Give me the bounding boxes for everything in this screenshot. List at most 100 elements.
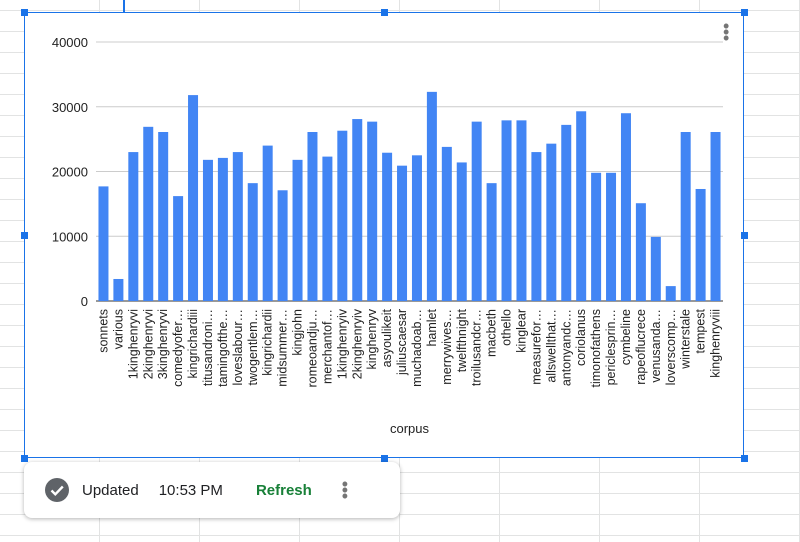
y-tick-label: 10000 [52,229,88,244]
bar [501,120,512,301]
bar [173,196,184,301]
x-tick-label: kinghenryv [365,308,379,369]
bar [98,186,109,301]
y-tick-label: 40000 [52,35,88,50]
x-tick-label: 2kinghenryvi [141,309,155,379]
x-tick-label: kingrichardiii [186,309,200,378]
x-tick-label: 1kinghenryvi [126,309,140,379]
bar [247,183,258,301]
x-tick-label: kinghenryviii [709,309,723,378]
x-tick-label: kingrichardii [261,309,275,376]
bar [531,152,542,301]
x-tick-label: antonyandc… [559,309,573,386]
x-tick-label: tempest [694,308,708,353]
resize-handle-t[interactable] [381,9,388,16]
x-tick-label: muchadoab… [410,309,424,387]
bar [292,159,303,301]
bar [635,203,646,301]
x-tick-label: 1kinghenryiv [335,308,349,379]
refresh-button[interactable]: Refresh [255,481,312,499]
bar [426,91,437,301]
bar [217,157,228,301]
x-tick-label: rapeoflucrece [634,309,648,385]
x-tick-label: periclesprin… [604,309,618,385]
bar [411,155,422,301]
x-tick-label: sonnets [96,309,110,353]
bar [710,132,721,301]
x-tick-label: coriolanus [574,309,588,366]
bar [680,132,691,301]
update-toast: Updated 10:53 PM Refresh • • • [24,462,400,518]
chart-container[interactable]: 0 10000 20000 30000 40000 sonnets various 1king… [24,12,744,458]
x-tick-label: asyoulikeit [380,308,394,367]
bar [606,172,617,301]
bar [277,190,288,301]
bar [307,132,318,301]
y-tick-label: 20000 [52,165,88,180]
x-tick-label: winterstale [679,309,693,370]
cell-selection [123,0,125,12]
x-tick-label: venusanda… [649,309,663,383]
bar [113,278,124,301]
bar [128,152,139,301]
bar [337,130,348,301]
x-tick-label: allswellthat… [544,309,558,383]
x-axis-label: corpus [390,421,430,436]
chart-menu-icon[interactable]: • • • [723,16,730,48]
x-tick-label: kingjohn [291,309,305,356]
x-tick-label: troilusandcr… [470,309,484,386]
resize-handle-tl[interactable] [21,9,28,16]
bar [486,183,497,301]
x-tick-label: cymbeline [619,309,633,365]
x-tick-label: 3kinghenryvi [156,309,170,379]
x-tick-label: tamingofthe… [216,309,230,387]
x-tick-label: measurefor… [529,309,543,385]
bar [202,159,213,301]
bar [397,165,408,301]
x-tick-label: merrywives… [440,309,454,385]
bar [262,145,273,301]
toast-menu-icon[interactable]: • • • [341,474,349,506]
x-tick-label: various [111,309,125,349]
bar [650,236,661,301]
resize-handle-b[interactable] [381,455,388,462]
bar [695,188,706,301]
x-tick-label: twogentlem… [246,309,260,385]
resize-handle-l[interactable] [21,232,28,239]
x-tick-label: macbeth [485,309,499,357]
bar [620,113,631,301]
bar [158,132,169,301]
bar [188,95,199,301]
bar [322,156,333,301]
bar [471,121,482,301]
resize-handle-r[interactable] [741,232,748,239]
bar [382,152,393,301]
bar [561,124,572,301]
bar [576,111,587,301]
bar [143,126,154,301]
status-text: Updated [82,481,139,499]
resize-handle-tr[interactable] [741,9,748,16]
updated-time: 10:53 PM [158,481,223,499]
x-tick-label: juliuscaesar [395,309,409,376]
bar [441,146,452,301]
x-tick-label: 2kinghenryiv [350,308,364,379]
y-tick-label: 30000 [52,100,88,115]
resize-handle-bl[interactable] [21,455,28,462]
x-tick-label: romeoandju… [305,309,319,388]
x-tick-label: titusandroni… [201,309,215,386]
x-tick-label: twelfthnight [455,308,469,372]
x-tick-label: hamlet [425,308,439,346]
x-tick-label: loverscomp… [664,309,678,385]
bar [456,162,467,301]
x-tick-label: timonofathens [589,309,603,388]
x-tick-label: kinglear [514,309,528,353]
x-tick-label: othello [500,309,514,346]
bar [516,120,527,301]
x-tick-label: merchantof… [320,309,334,384]
resize-handle-br[interactable] [741,455,748,462]
x-tick-label: loveslabour… [231,309,245,385]
bar [546,143,557,301]
check-circle-icon [45,478,69,502]
